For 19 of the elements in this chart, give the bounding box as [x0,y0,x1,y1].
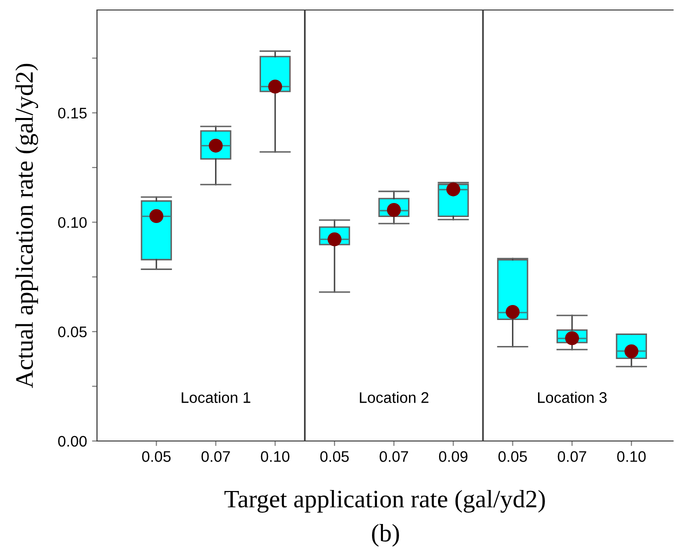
y-tick-label: 0.10 [58,217,87,228]
y-tick-label: 0.15 [58,108,87,119]
x-tick-label: 0.07 [201,451,230,462]
annotation: Location 2 [360,392,428,403]
x-tick-label: 0.10 [617,451,646,462]
x-tick-label: 0.07 [558,451,586,462]
x-tick-label: 0.10 [260,451,290,462]
annotation: Location 3 [538,392,607,403]
x-tick-label: 0.09 [439,451,468,462]
y-tick-label: 0.00 [58,436,87,447]
x-tick-label: 0.05 [320,451,349,462]
annotation: Location 1 [182,392,250,403]
x-tick-label: 0.07 [380,451,408,462]
y-axis-title: Actual application rate (gal/yd2) [15,64,38,388]
x-tick-label: 0.05 [498,451,527,462]
y-tick-label: 0.05 [58,326,87,338]
text: (b) [372,524,399,547]
x-tick-label: 0.05 [142,451,171,462]
x-axis-title: Target application rate (gal/yd2) [224,490,545,513]
